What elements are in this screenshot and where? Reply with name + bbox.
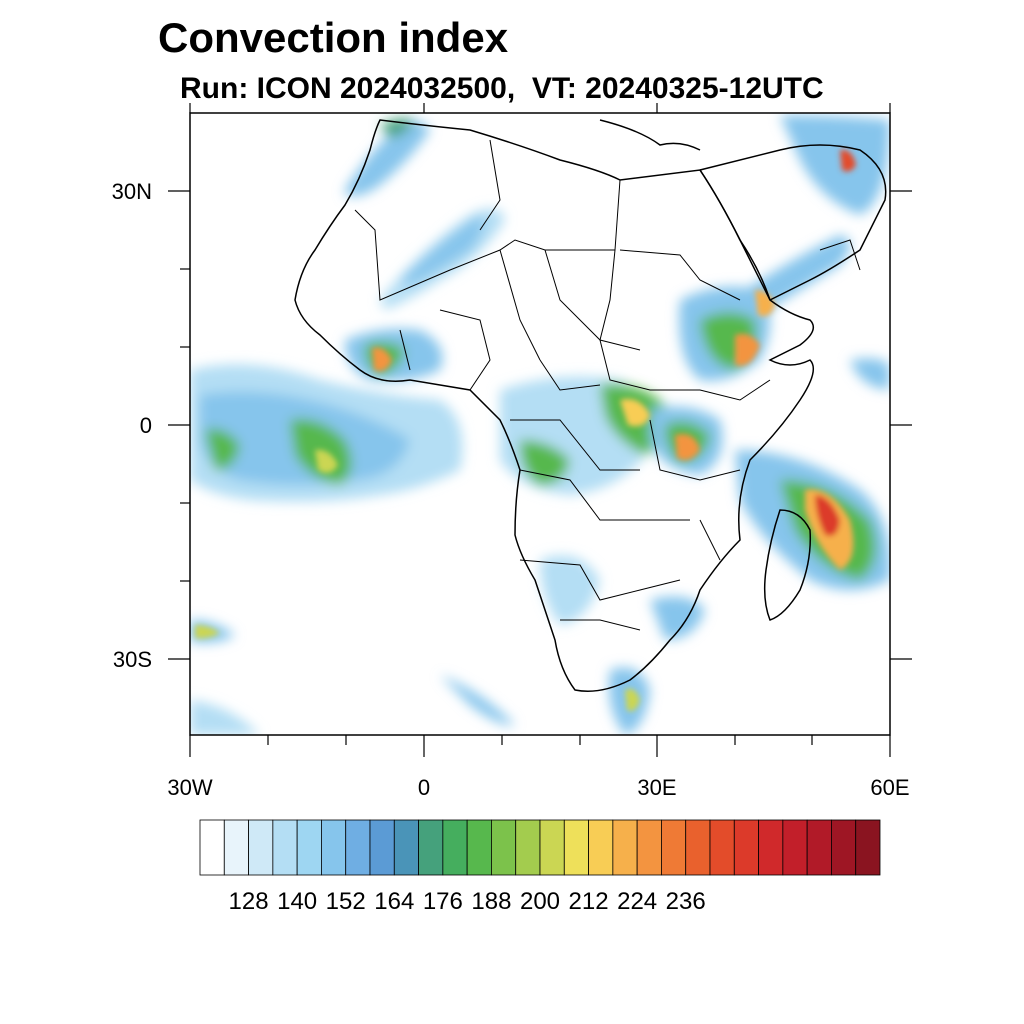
colorbar-tick-label: 188 (471, 888, 512, 915)
convection-field (190, 115, 890, 735)
lat-label-0: 0 (139, 413, 152, 438)
colorbar-tick-label: 236 (665, 888, 706, 915)
colorbar-swatch (758, 819, 784, 876)
colorbar-swatch (636, 819, 662, 876)
colorbar-swatch (296, 819, 322, 876)
lon-label-0: 0 (417, 775, 431, 800)
colorbar-tick-label: 140 (277, 888, 318, 915)
colorbar-tick-label: 128 (228, 888, 269, 915)
colorbar-swatch (539, 819, 565, 876)
colorbar-swatch (855, 819, 881, 876)
colorbar-tick-label: 224 (617, 888, 658, 915)
colorbar-swatch (321, 819, 347, 876)
colorbar-tick-label: 164 (374, 888, 415, 915)
lat-label-30s: 30S (112, 647, 152, 672)
colorbar-swatch (612, 819, 638, 876)
colorbar-tick-label: 176 (422, 888, 463, 915)
colorbar-swatch (515, 819, 541, 876)
colorbar-tick-label: 200 (519, 888, 561, 915)
map-title: Convection index (158, 14, 509, 61)
colorbar-swatch (393, 819, 419, 876)
colorbar-swatch (831, 819, 857, 876)
colorbar-swatch (491, 819, 517, 876)
lon-label-30e: 30E (637, 775, 677, 800)
colorbar (199, 819, 881, 876)
colorbar-swatch (369, 819, 395, 876)
colorbar-swatch (272, 819, 298, 876)
map-subtitle: Run: ICON 2024032500, VT: 20240325-12UTC (180, 72, 824, 105)
colorbar-swatch (345, 819, 371, 876)
colorbar-swatch (223, 819, 249, 876)
colorbar-swatch (418, 819, 444, 876)
colorbar-swatch (733, 819, 759, 876)
colorbar-swatch (563, 819, 589, 876)
lon-label-60e: 60E (870, 775, 910, 800)
colorbar-swatch (685, 819, 711, 876)
colorbar-swatch (782, 819, 808, 876)
axis-ticks (168, 103, 912, 757)
lat-label-30n: 30N (111, 179, 152, 204)
colorbar-swatch (248, 819, 274, 876)
colorbar-swatch (806, 819, 832, 876)
colorbar-swatch (199, 819, 225, 876)
colorbar-tick-label: 152 (325, 888, 366, 915)
coastlines (294, 119, 887, 692)
country-borders (354, 139, 861, 631)
colorbar-swatch (661, 819, 687, 876)
colorbar-swatch (466, 819, 492, 876)
lon-label-30w: 30W (167, 775, 213, 800)
colorbar-tick-label: 212 (568, 888, 609, 915)
colorbar-swatch (588, 819, 614, 876)
colorbar-swatch (709, 819, 735, 876)
plot-frame (189, 112, 891, 736)
colorbar-swatch (442, 819, 468, 876)
